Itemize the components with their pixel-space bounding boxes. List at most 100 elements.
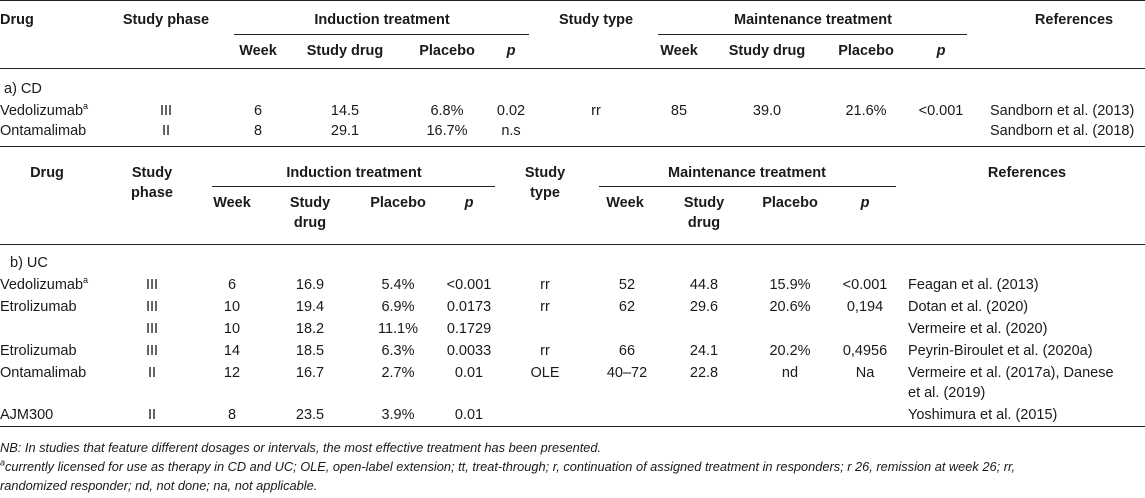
maintenance-week-cell: 85 (670, 103, 688, 119)
drug-cell: Etrolizumab (0, 343, 77, 359)
induction-drug-cell: 19.4 (295, 299, 325, 315)
induction-p-cell: 0.0173 (446, 299, 492, 315)
study-type-cell: OLE (530, 365, 560, 381)
maintenance-week-cell: 52 (618, 277, 636, 293)
header-week: Week (213, 195, 251, 211)
maintenance-p-cell: <0.001 (918, 103, 964, 119)
maintenance-p-cell: 0,4956 (842, 343, 888, 359)
header-maintenance: Maintenance treatment (668, 165, 826, 181)
header-study-drug-m-1: Study (683, 195, 725, 211)
header-study-drug-2: drug (293, 215, 327, 231)
induction-week-cell: 10 (223, 321, 241, 337)
study-type-cell: rr (540, 299, 550, 315)
header-week-m: Week (660, 43, 698, 59)
header-p-m: p (936, 43, 946, 59)
header-references: References (987, 165, 1067, 181)
induction-p-cell: 0.01 (454, 365, 484, 381)
header-study-phase: Study phase (122, 12, 210, 28)
induction-week-cell: 8 (227, 407, 237, 423)
header-study-type-2: type (530, 185, 560, 201)
phase-cell: II (161, 123, 171, 139)
induction-week-cell: 10 (223, 299, 241, 315)
header-placebo: Placebo (419, 43, 475, 59)
maintenance-week-cell: 40–72 (606, 365, 648, 381)
maintenance-drug-cell: 29.6 (689, 299, 719, 315)
induction-placebo-cell: 5.4% (381, 277, 415, 293)
maintenance-week-cell: 62 (618, 299, 636, 315)
reference-cell: Dotan et al. (2020) (908, 299, 1029, 315)
induction-placebo-cell: 6.9% (381, 299, 415, 315)
induction-placebo-cell: 6.3% (381, 343, 415, 359)
footnote-a-line2: randomized responder; nd, not done; na, … (0, 478, 318, 493)
header-induction: Induction treatment (314, 12, 450, 28)
header-drug: Drug (0, 12, 34, 28)
table-a-header-rule (0, 68, 1145, 69)
header-study-drug-m: Study drug (728, 43, 806, 59)
maintenance-rule (658, 34, 967, 35)
header-study-drug-1: Study (289, 195, 331, 211)
drug-cell: Ontamalimab (0, 123, 87, 139)
section-label: b) UC (10, 255, 48, 271)
reference-cell-continued: et al. (2019) (908, 385, 986, 401)
header-study-drug: Study drug (306, 43, 384, 59)
maintenance-drug-cell: 44.8 (689, 277, 719, 293)
induction-week-cell: 6 (227, 277, 237, 293)
table-b-bottom-rule (0, 426, 1145, 427)
header-induction: Induction treatment (286, 165, 422, 181)
induction-p-cell: 0.0033 (446, 343, 492, 359)
induction-placebo-cell: 3.9% (381, 407, 415, 423)
induction-drug-cell: 18.5 (295, 343, 325, 359)
header-study-drug-m-2: drug (687, 215, 721, 231)
maintenance-placebo-cell: nd (781, 365, 799, 381)
induction-drug-cell: 29.1 (330, 123, 360, 139)
footnote-a-marker: a (0, 457, 6, 468)
maintenance-placebo-cell: 21.6% (845, 103, 887, 119)
header-drug: Drug (30, 165, 64, 181)
induction-p-cell: 0.01 (454, 407, 484, 423)
header-placebo-m: Placebo (838, 43, 894, 59)
drug-cell: Ontamalimab (0, 365, 87, 381)
header-placebo: Placebo (370, 195, 426, 211)
reference-cell: Vermeire et al. (2017a), Danese (908, 365, 1114, 381)
induction-week-cell: 12 (223, 365, 241, 381)
study-type-cell: rr (540, 277, 550, 293)
induction-p-cell: 0.1729 (446, 321, 492, 337)
footnote-a-line1: acurrently licensed for use as therapy i… (0, 457, 1016, 474)
table-a-bottom-rule (0, 146, 1145, 147)
phase-cell: III (145, 299, 159, 315)
study-type-cell: rr (591, 103, 601, 119)
phase-cell: III (145, 343, 159, 359)
header-study-phase-2: phase (131, 185, 173, 201)
drug-cell: Etrolizumab (0, 299, 77, 315)
header-references: References (1034, 12, 1114, 28)
header-week-m: Week (606, 195, 644, 211)
induction-rule (212, 186, 495, 187)
reference-cell: Peyrin-Biroulet et al. (2020a) (908, 343, 1093, 359)
header-p: p (464, 195, 474, 211)
induction-rule (234, 34, 529, 35)
header-placebo-m: Placebo (762, 195, 818, 211)
reference-cell: Sandborn et al. (2018) (990, 123, 1135, 139)
drug-cell: AJM300 (0, 407, 54, 423)
maintenance-drug-cell: 39.0 (752, 103, 782, 119)
maintenance-p-cell: <0.001 (842, 277, 888, 293)
section-label: a) CD (4, 81, 42, 97)
phase-cell: III (145, 321, 159, 337)
induction-week-cell: 14 (223, 343, 241, 359)
induction-p-cell: <0.001 (446, 277, 492, 293)
table-b-header-rule (0, 244, 1145, 245)
induction-week-cell: 8 (253, 123, 263, 139)
induction-placebo-cell: 6.8% (430, 103, 464, 119)
header-study-phase-1: Study (131, 165, 173, 181)
header-maintenance: Maintenance treatment (734, 12, 892, 28)
induction-drug-cell: 23.5 (295, 407, 325, 423)
drug-cell: Vedolizumaba (0, 101, 89, 119)
induction-drug-cell: 16.9 (295, 277, 325, 293)
induction-p-cell: n.s (501, 123, 521, 139)
reference-cell: Sandborn et al. (2013) (990, 103, 1135, 119)
header-study-type-1: Study (524, 165, 566, 181)
maintenance-p-cell: Na (855, 365, 875, 381)
induction-placebo-cell: 11.1% (377, 321, 419, 337)
induction-drug-cell: 18.2 (295, 321, 325, 337)
reference-cell: Vermeire et al. (2020) (908, 321, 1048, 337)
